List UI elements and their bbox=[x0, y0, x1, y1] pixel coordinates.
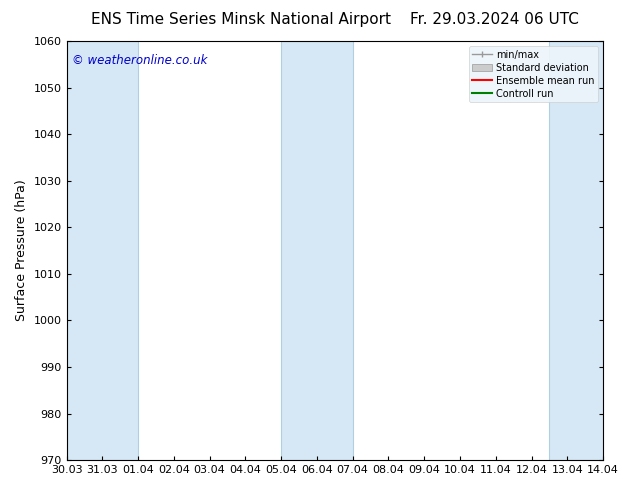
Legend: min/max, Standard deviation, Ensemble mean run, Controll run: min/max, Standard deviation, Ensemble me… bbox=[469, 46, 598, 102]
Text: © weatheronline.co.uk: © weatheronline.co.uk bbox=[72, 53, 207, 67]
Bar bbox=[281, 41, 353, 460]
Y-axis label: Surface Pressure (hPa): Surface Pressure (hPa) bbox=[15, 180, 28, 321]
Bar bbox=[550, 41, 621, 460]
Text: Fr. 29.03.2024 06 UTC: Fr. 29.03.2024 06 UTC bbox=[410, 12, 579, 27]
Bar bbox=[67, 41, 138, 460]
Text: ENS Time Series Minsk National Airport: ENS Time Series Minsk National Airport bbox=[91, 12, 391, 27]
